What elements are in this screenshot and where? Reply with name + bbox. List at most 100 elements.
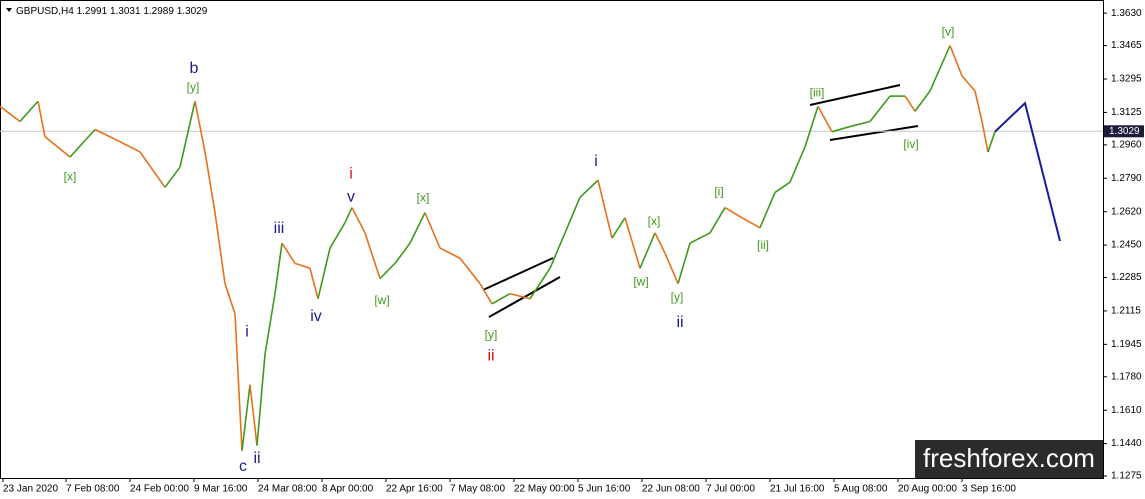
- ohlc-value: 1.2989: [143, 6, 174, 17]
- y-tick-label: 1.3295: [1111, 74, 1142, 85]
- price-segment: [274, 243, 283, 294]
- wave-label: v: [347, 189, 355, 206]
- wave-label: iv: [310, 308, 322, 325]
- price-segment: [351, 207, 366, 234]
- x-tick-label: 20 Aug 00:00: [898, 484, 957, 495]
- price-segment: [194, 101, 206, 153]
- trend-line: [829, 125, 919, 141]
- price-segment: [929, 45, 951, 92]
- wave-label: [w]: [374, 293, 389, 307]
- wave-label: [w]: [633, 275, 648, 289]
- wave-label: iii: [274, 220, 285, 237]
- wave-label: [x]: [417, 191, 430, 205]
- x-tick-label: 22 Jun 08:00: [642, 484, 700, 495]
- x-tick-label: 9 Mar 16:00: [194, 484, 248, 495]
- wave-label: [y]: [671, 290, 684, 304]
- price-segment: [214, 212, 226, 284]
- price-segment: [409, 212, 426, 244]
- y-tick-label: 1.1275: [1111, 471, 1142, 482]
- price-segment: [509, 292, 531, 300]
- price-segment: [774, 181, 791, 194]
- wave-label: [y]: [485, 327, 498, 341]
- current-price-box: [1104, 125, 1144, 138]
- price-segment: [224, 283, 236, 315]
- x-tick-label: 8 Apr 00:00: [322, 484, 374, 495]
- price-segment: [724, 206, 743, 219]
- wave-label: i: [245, 323, 249, 340]
- wave-label: ii: [253, 450, 260, 467]
- price-segment: [741, 217, 761, 229]
- symbol: GBPUSD,H4: [16, 6, 74, 17]
- wave-label: i: [594, 153, 598, 170]
- x-tick-label: 24 Mar 08:00: [258, 484, 317, 495]
- price-segment: [329, 222, 346, 249]
- ohlc-value: 1.3029: [177, 6, 208, 17]
- y-tick-label: 1.1780: [1111, 371, 1142, 382]
- y-tick-label: 1.2285: [1111, 272, 1142, 283]
- x-tick-label: 21 Jul 16:00: [770, 484, 825, 495]
- price-segment: [37, 101, 46, 137]
- price-segment: [529, 267, 551, 300]
- price-segment: [981, 121, 989, 153]
- price-segment: [689, 232, 711, 244]
- y-tick-label: 1.2960: [1111, 139, 1142, 150]
- y-tick-label: 1.2620: [1111, 206, 1142, 217]
- price-segment: [256, 354, 266, 446]
- price-segment: [914, 90, 931, 112]
- plot-frame: [0, 0, 1104, 479]
- price-segment: [949, 45, 963, 77]
- price-segment: [579, 179, 599, 198]
- price-segment: [624, 217, 641, 269]
- price-segment: [564, 197, 581, 234]
- price-segment: [139, 151, 166, 188]
- watermark-box: [915, 440, 1103, 478]
- price-segment: [309, 268, 319, 299]
- y-tick-label: 1.1945: [1111, 339, 1142, 350]
- price-segment: [164, 166, 181, 188]
- trend-line: [482, 257, 554, 291]
- x-tick-label: 5 Aug 08:00: [834, 484, 888, 495]
- y-tick-label: 1.1610: [1111, 405, 1142, 416]
- price-segment: [69, 128, 96, 158]
- y-tick-label: 1.2115: [1111, 306, 1141, 317]
- price-segment: [317, 247, 331, 299]
- watermark: freshforex.com: [923, 443, 1095, 473]
- price-segment: [234, 313, 243, 451]
- wave-label: [ii]: [757, 238, 769, 252]
- price-segment: [424, 212, 441, 249]
- header: GBPUSD,H4 1.2991 1.3031 1.2989 1.3029: [16, 6, 208, 17]
- trend-line: [809, 84, 901, 106]
- price-segment: [44, 136, 71, 158]
- price-segment: [379, 262, 396, 280]
- x-tick-label: 5 Jun 16:00: [578, 484, 631, 495]
- ohlc-value: 1.2991: [77, 6, 108, 17]
- price-segment: [677, 242, 691, 284]
- price-segment: [709, 207, 726, 234]
- wave-label: [y]: [187, 80, 200, 94]
- price-segment: [961, 75, 976, 92]
- price-segment: [179, 101, 196, 168]
- price-segment: [204, 151, 216, 213]
- menu-arrow: [6, 8, 12, 12]
- y-tick-label: 1.3630: [1111, 8, 1142, 19]
- y-tick-label: 1.3465: [1111, 40, 1142, 51]
- wave-label: ii: [676, 314, 683, 331]
- price-segment: [759, 192, 776, 229]
- y-tick-label: 1.2790: [1111, 173, 1142, 184]
- wave-label: [iii]: [810, 85, 825, 99]
- price-segment: [789, 146, 806, 183]
- price-segment: [459, 257, 481, 285]
- price-segment: [119, 140, 141, 153]
- projection-line: [994, 101, 1061, 242]
- x-tick-label: 7 May 08:00: [450, 484, 505, 495]
- wave-label: i: [349, 165, 353, 182]
- wave-label: ii: [487, 348, 494, 365]
- ohlc-value: 1.3031: [110, 6, 141, 17]
- price-segment: [817, 105, 833, 133]
- price-segment: [344, 207, 353, 224]
- x-tick-label: 22 May 00:00: [514, 484, 575, 495]
- price-segment: [664, 252, 679, 284]
- y-tick-label: 1.1440: [1111, 438, 1142, 449]
- price-segment: [439, 247, 461, 259]
- price-segment: [0, 105, 21, 123]
